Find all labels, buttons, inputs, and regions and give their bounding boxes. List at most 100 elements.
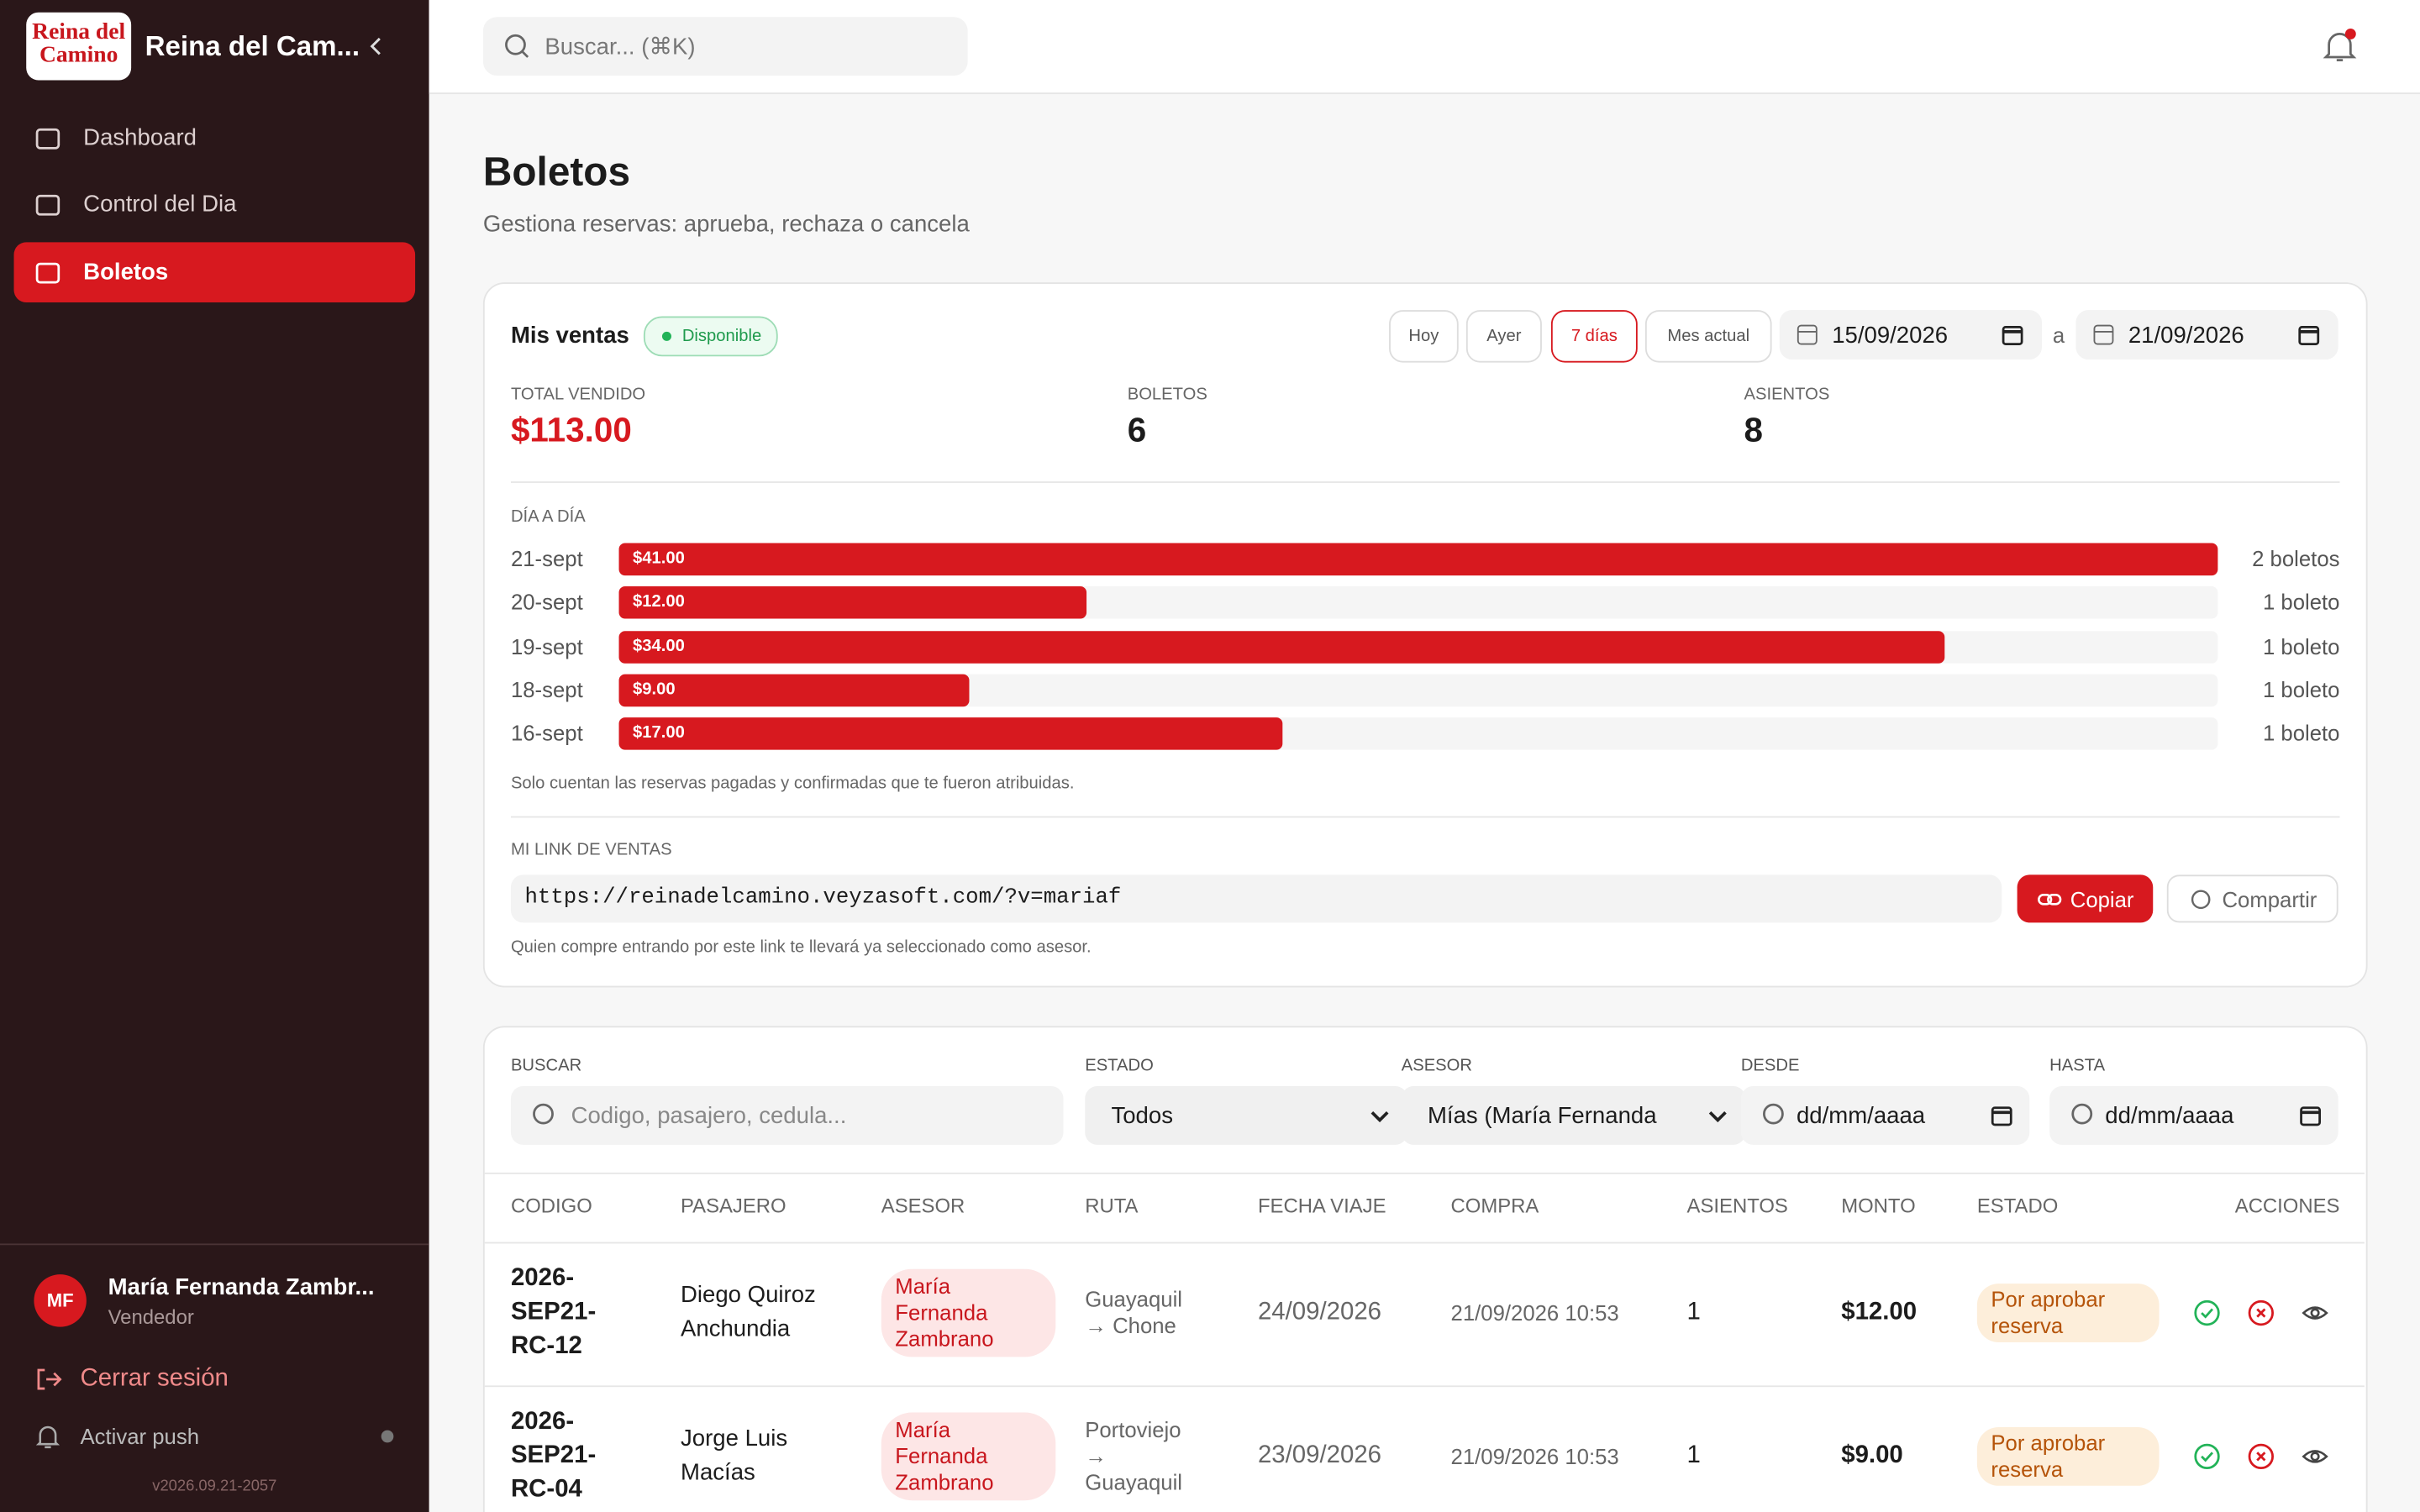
- cell: 23/09/2026: [1257, 1441, 1382, 1468]
- sales-title: Mis ventas: [510, 322, 629, 349]
- column-header: ASESOR: [881, 1194, 965, 1218]
- cell: Por aprobar reserva: [1976, 1426, 2160, 1485]
- cell: Portoviejo → Guayaquil: [1085, 1416, 1183, 1494]
- range-button[interactable]: 7 días: [1550, 310, 1638, 363]
- filter-field[interactable]: Todos: [1085, 1086, 1408, 1145]
- cell: 21/09/2026 10:53: [1450, 1443, 1619, 1468]
- action-button[interactable]: [2247, 1299, 2275, 1327]
- nav-item[interactable]: Boletos: [13, 242, 416, 302]
- date-from[interactable]: 15/09/2026: [1779, 310, 2042, 360]
- nav-item[interactable]: Dashboard: [14, 108, 416, 169]
- page-title: Boletos: [482, 148, 631, 195]
- copy-button[interactable]: Copiar: [2017, 874, 2154, 923]
- user-role: Vendedor: [108, 1305, 194, 1329]
- field-icon: [1991, 1106, 2012, 1126]
- search-placeholder: Buscar... (⌘K): [544, 34, 696, 60]
- range-button[interactable]: Ayer: [1465, 310, 1542, 363]
- bar: [618, 586, 1087, 620]
- day-label: 18-sept: [510, 677, 583, 702]
- share-text: Compartir: [2222, 886, 2317, 911]
- day-count: 2 boletos: [2252, 546, 2340, 571]
- topbar: Buscar... (⌘K): [429, 0, 2420, 95]
- date-from-text: 15/09/2026: [1832, 321, 1949, 349]
- column-header: MONTO: [1841, 1194, 1916, 1218]
- divider: [510, 481, 2340, 483]
- action-button[interactable]: [2302, 1299, 2329, 1327]
- stat-value: 8: [1744, 410, 1764, 449]
- filter-field[interactable]: dd/mm/aaaa: [1740, 1086, 2030, 1145]
- share-button[interactable]: Compartir: [2166, 874, 2338, 923]
- filter-label: BUSCAR: [510, 1057, 582, 1076]
- filter-value: Todos: [1111, 1102, 1173, 1129]
- nav-item[interactable]: Control del Dia: [14, 175, 416, 235]
- column-header: CODIGO: [510, 1194, 592, 1218]
- date-to[interactable]: 21/09/2026: [2075, 310, 2338, 360]
- cell: Diego Quiroz Anchundia: [681, 1282, 816, 1342]
- bar: [618, 630, 1945, 664]
- cell: 2026-SEP21-RC-12: [510, 1265, 597, 1360]
- cell: $12.00: [1841, 1299, 1918, 1326]
- filter-label: DESDE: [1740, 1057, 1800, 1076]
- divider: [484, 1384, 2365, 1387]
- daily-title: DÍA A DÍA: [510, 507, 586, 527]
- notifications[interactable]: [2321, 28, 2358, 65]
- stat-label: TOTAL VENDIDO: [510, 386, 646, 405]
- push-dot: [381, 1430, 394, 1443]
- column-header: ACCIONES: [2234, 1194, 2340, 1218]
- column-header: ESTADO: [1976, 1194, 2059, 1218]
- logo-line: Camino: [39, 43, 118, 68]
- filter-field[interactable]: dd/mm/aaaa: [2049, 1086, 2338, 1145]
- cell: 24/09/2026: [1257, 1299, 1382, 1326]
- day-count: 1 boleto: [2262, 590, 2340, 615]
- nav-label: Dashboard: [83, 124, 197, 151]
- cell: $9.00: [1841, 1441, 1903, 1468]
- filter-field[interactable]: Codigo, pasajero, cedula...: [510, 1086, 1064, 1145]
- range-button[interactable]: Mes actual: [1644, 310, 1772, 363]
- action-button[interactable]: [2302, 1441, 2329, 1469]
- push[interactable]: Activar push: [80, 1424, 200, 1449]
- bell-icon: [35, 1425, 60, 1449]
- filter-label: ESTADO: [1085, 1057, 1154, 1076]
- version: v2026.09.21-2057: [152, 1478, 277, 1495]
- status-badge: Disponible: [643, 316, 779, 357]
- nav-label: Control del Dia: [83, 191, 237, 218]
- day-label: 21-sept: [510, 546, 583, 571]
- filter-value: Mías (María Fernanda: [1427, 1102, 1657, 1129]
- copy-text: Copiar: [2070, 886, 2134, 911]
- divider: [484, 1172, 2365, 1174]
- cell: 1: [1686, 1299, 1701, 1326]
- action-button[interactable]: [2193, 1441, 2221, 1469]
- range-button[interactable]: Hoy: [1389, 310, 1459, 363]
- day-count: 1 boleto: [2262, 721, 2340, 746]
- stat-label: BOLETOS: [1127, 386, 1207, 405]
- user-name: María Fernanda Zambr...: [108, 1274, 375, 1301]
- field-icon: [1708, 1110, 1727, 1123]
- logout[interactable]: Cerrar sesión: [80, 1365, 229, 1392]
- search-icon: [505, 34, 529, 58]
- filter-label: ASESOR: [1401, 1057, 1472, 1076]
- filter-field[interactable]: Mías (María Fernanda: [1401, 1086, 1746, 1145]
- column-header: COMPRA: [1450, 1194, 1539, 1218]
- column-header: FECHA VIAJE: [1257, 1194, 1386, 1218]
- action-button[interactable]: [2193, 1299, 2221, 1327]
- field-icon: [2300, 1106, 2321, 1126]
- stat-label: ASIENTOS: [1744, 386, 1830, 405]
- logo: Reina del Camino: [26, 12, 132, 81]
- divider: [510, 816, 2340, 818]
- cell: 2026-SEP21-RC-04: [510, 1408, 597, 1503]
- global-search[interactable]: Buscar... (⌘K): [482, 17, 968, 76]
- date-to-text: 21/09/2026: [2128, 321, 2244, 349]
- bar-value-label: $41.00: [633, 549, 685, 568]
- bar-value-label: $17.00: [633, 723, 685, 743]
- collapse-icon[interactable]: [366, 35, 387, 57]
- link-url[interactable]: https://reinadelcamino.veyzasoft.com/?v=…: [510, 874, 2002, 923]
- status-text: Disponible: [681, 327, 762, 346]
- field-icon: [1370, 1110, 1389, 1123]
- filter-label: HASTA: [2049, 1057, 2106, 1076]
- bar: [618, 543, 2218, 576]
- action-button[interactable]: [2247, 1441, 2275, 1469]
- cell: María Fernanda Zambrano: [881, 1411, 1056, 1500]
- day-label: 16-sept: [510, 721, 583, 746]
- link-note: Quien compre entrando por este link te l…: [510, 937, 1092, 957]
